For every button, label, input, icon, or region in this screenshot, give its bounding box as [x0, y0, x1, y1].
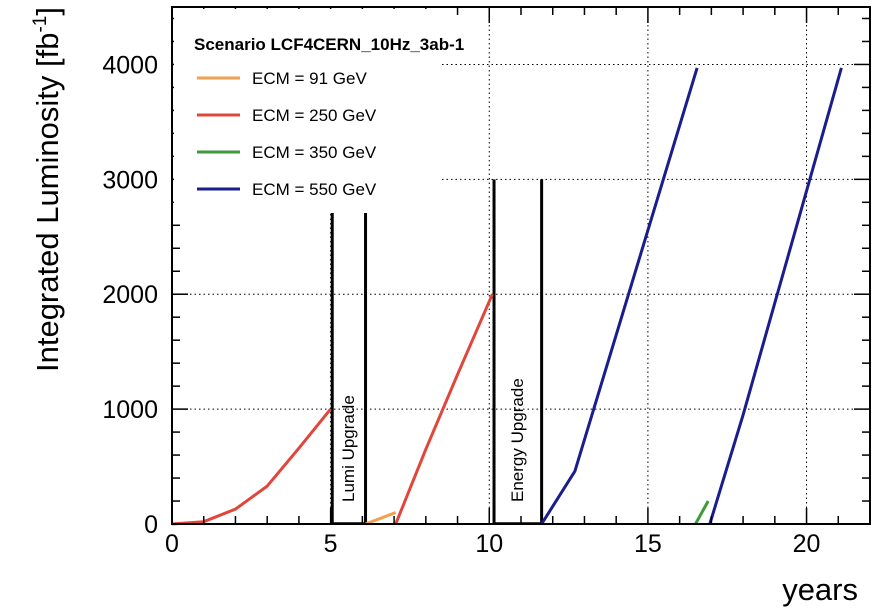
- y-tick-label: 0: [144, 511, 158, 539]
- annotation-label: Energy Upgrade: [508, 378, 527, 502]
- legend: Scenario LCF4CERN_10Hz_3ab-1 ECM = 91 Ge…: [174, 9, 464, 213]
- data-series: [171, 67, 843, 526]
- y-axis-title: Integrated Luminosity [fb-1]: [30, 7, 65, 372]
- series-line: [171, 408, 332, 526]
- x-tick-label: 15: [634, 530, 662, 558]
- legend-label: ECM = 350 GeV: [252, 143, 377, 162]
- annotations: Lumi Upgrade Energy Upgrade: [330, 179, 544, 524]
- y-axis-title-main: Integrated Luminosity [fb: [30, 33, 65, 372]
- annotation-label: Lumi Upgrade: [339, 395, 358, 502]
- y-tick-label: 4000: [102, 51, 158, 79]
- y-tick-label: 1000: [102, 396, 158, 424]
- y-tick-label: 2000: [102, 281, 158, 309]
- x-tick-label: 5: [324, 530, 338, 558]
- legend-label: ECM = 550 GeV: [252, 180, 377, 199]
- y-axis-title-exponent: -1: [30, 16, 51, 33]
- x-tick-label: 20: [793, 530, 821, 558]
- legend-label: ECM = 250 GeV: [252, 106, 377, 125]
- y-axis-title-close: ]: [30, 7, 65, 16]
- y-tick-label: 3000: [102, 166, 158, 194]
- x-axis-title: years: [782, 572, 858, 607]
- series-line: [364, 511, 397, 526]
- legend-label: ECM = 91 GeV: [252, 69, 367, 88]
- legend-background: [174, 9, 442, 213]
- legend-title: Scenario LCF4CERN_10Hz_3ab-1: [194, 35, 464, 54]
- series-line: [540, 67, 699, 525]
- axis-ticks: 0 5 10 15 20 0 1000 2000 3000 4000: [102, 7, 871, 558]
- series-line: [394, 293, 494, 525]
- series-line: [708, 67, 843, 525]
- x-tick-label: 10: [475, 530, 503, 558]
- series-line: [694, 500, 710, 525]
- x-tick-label: 0: [165, 530, 179, 558]
